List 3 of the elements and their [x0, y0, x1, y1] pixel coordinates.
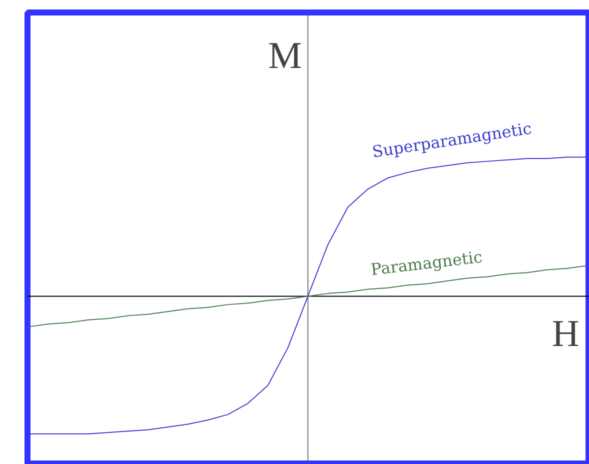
y-axis-title: M	[268, 34, 302, 77]
x-axis-title: H	[552, 312, 580, 355]
text: Paramagnetic	[370, 247, 484, 280]
